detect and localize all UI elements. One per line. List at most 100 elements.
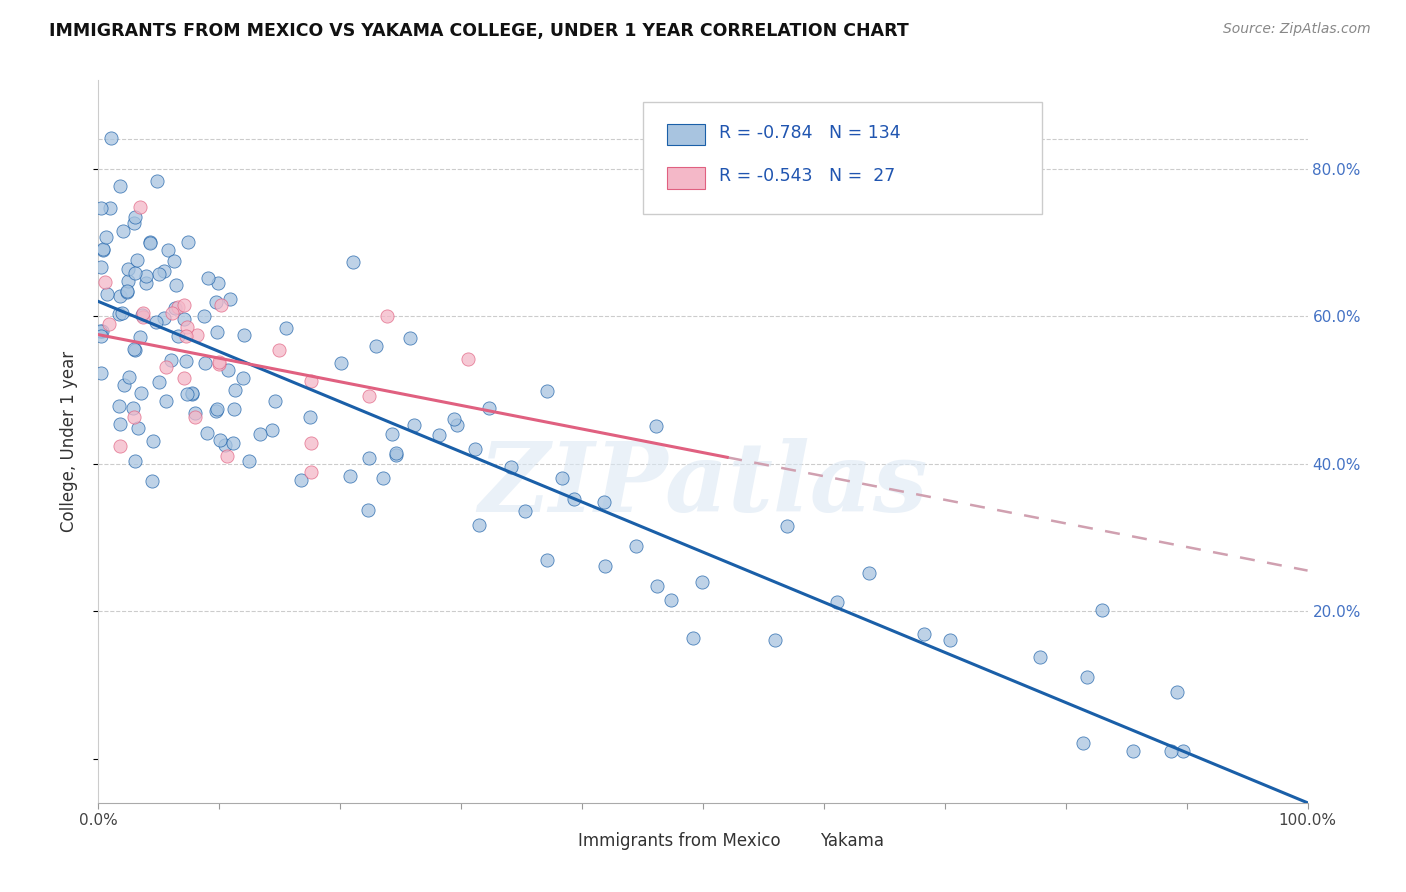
- Point: [121, 401, 143, 416]
- Point: [118, 370, 141, 384]
- Point: [1073, 737, 1095, 751]
- Point: [1122, 744, 1144, 758]
- Point: [173, 312, 195, 326]
- Point: [125, 253, 148, 268]
- Point: [551, 471, 574, 485]
- Point: [645, 419, 668, 434]
- Point: [135, 268, 157, 283]
- Point: [381, 427, 404, 442]
- Point: [122, 410, 145, 425]
- Point: [117, 274, 139, 288]
- Point: [776, 518, 799, 533]
- Point: [536, 384, 558, 398]
- Point: [176, 320, 198, 334]
- Point: [238, 454, 260, 468]
- Point: [89, 324, 111, 338]
- Point: [90, 329, 112, 343]
- Point: [218, 292, 240, 306]
- Point: [181, 385, 204, 400]
- Point: [93, 275, 115, 289]
- Point: [645, 579, 668, 593]
- Point: [209, 298, 232, 312]
- Point: [153, 264, 176, 278]
- Point: [205, 401, 228, 416]
- Point: [260, 423, 283, 437]
- Point: [165, 277, 187, 292]
- Point: [132, 306, 155, 320]
- Point: [274, 321, 297, 335]
- Point: [299, 409, 322, 424]
- Point: [132, 310, 155, 324]
- Point: [385, 448, 408, 462]
- Point: [1091, 603, 1114, 617]
- Point: [90, 260, 112, 275]
- Point: [249, 427, 271, 442]
- Point: [108, 288, 131, 302]
- Point: [427, 428, 450, 442]
- Point: [205, 404, 228, 418]
- Point: [357, 503, 380, 517]
- Point: [939, 633, 962, 648]
- Point: [464, 442, 486, 456]
- Point: [457, 352, 479, 367]
- Point: [177, 235, 200, 249]
- Point: [162, 306, 184, 320]
- Point: [153, 310, 176, 325]
- Text: ZIPatlas: ZIPatlas: [478, 438, 928, 532]
- Point: [205, 295, 228, 310]
- Point: [108, 307, 131, 321]
- Text: IMMIGRANTS FROM MEXICO VS YAKAMA COLLEGE, UNDER 1 YEAR CORRELATION CHART: IMMIGRANTS FROM MEXICO VS YAKAMA COLLEGE…: [49, 22, 908, 40]
- Point: [163, 254, 186, 268]
- Point: [173, 371, 195, 385]
- Point: [233, 328, 256, 343]
- Point: [124, 211, 146, 225]
- Text: R = -0.784   N = 134: R = -0.784 N = 134: [718, 124, 900, 142]
- Point: [117, 261, 139, 276]
- Point: [290, 473, 312, 487]
- Point: [124, 343, 146, 358]
- Point: [536, 553, 558, 567]
- Point: [111, 305, 134, 319]
- Point: [478, 401, 501, 415]
- FancyBboxPatch shape: [666, 167, 706, 189]
- Point: [166, 329, 188, 343]
- Point: [299, 436, 322, 450]
- Point: [1076, 670, 1098, 684]
- Point: [402, 417, 425, 432]
- Point: [682, 632, 704, 646]
- Point: [399, 331, 422, 345]
- Point: [339, 469, 361, 483]
- Point: [163, 301, 186, 315]
- Point: [96, 230, 118, 244]
- Text: R = -0.543   N =  27: R = -0.543 N = 27: [718, 168, 896, 186]
- Point: [468, 518, 491, 533]
- Point: [224, 384, 246, 398]
- Point: [155, 360, 177, 375]
- Point: [208, 355, 231, 369]
- Point: [148, 376, 170, 390]
- FancyBboxPatch shape: [782, 833, 811, 851]
- Point: [139, 235, 162, 250]
- Point: [97, 317, 120, 331]
- Point: [193, 356, 215, 370]
- Point: [357, 450, 380, 465]
- Point: [90, 366, 112, 380]
- Point: [146, 174, 169, 188]
- Point: [124, 454, 146, 468]
- FancyBboxPatch shape: [666, 124, 706, 145]
- Point: [174, 354, 197, 368]
- Point: [91, 244, 114, 258]
- Point: [357, 389, 380, 403]
- Point: [221, 435, 243, 450]
- Point: [128, 200, 150, 214]
- Point: [90, 325, 112, 339]
- Point: [129, 330, 152, 344]
- Point: [209, 434, 232, 448]
- Point: [117, 285, 139, 299]
- Point: [342, 254, 364, 268]
- Point: [232, 371, 254, 385]
- Point: [160, 353, 183, 368]
- Point: [166, 300, 188, 314]
- Point: [214, 438, 236, 452]
- Point: [375, 309, 398, 323]
